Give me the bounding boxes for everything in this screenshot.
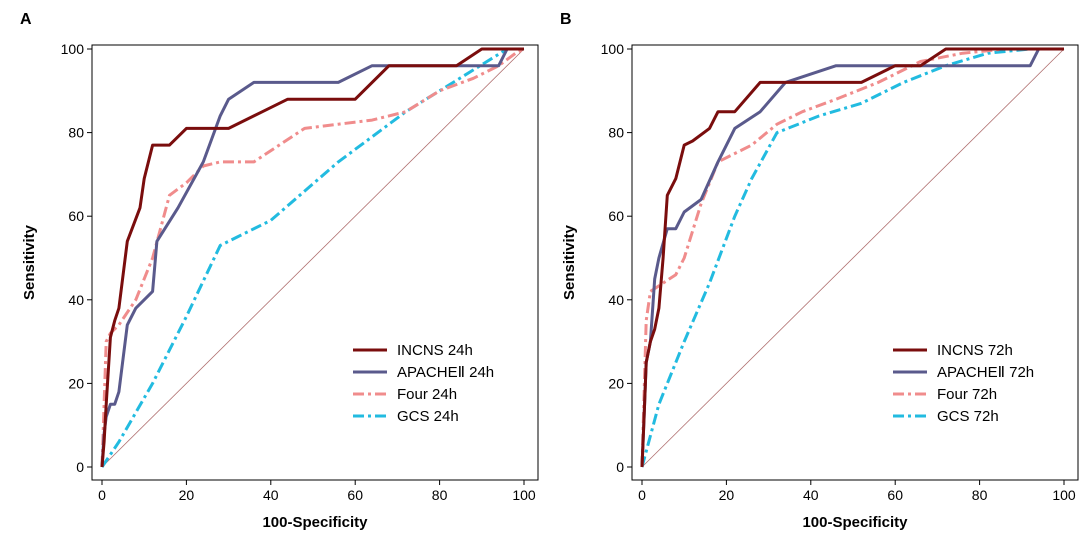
y-tick-label: 20 bbox=[68, 375, 84, 391]
x-tick-label: 40 bbox=[803, 487, 819, 503]
panel-label: A bbox=[20, 11, 32, 28]
chart-panel-a: A 0 20 40 60 80 100 0 20 40 60 80 100 100-Specificity… bbox=[20, 11, 539, 531]
reference-diagonal bbox=[641, 48, 1065, 468]
plot-frame bbox=[91, 44, 539, 481]
x-tick-label: 100 bbox=[1052, 487, 1076, 503]
x-axis-title: 100-Specificity bbox=[802, 514, 908, 531]
legend-label: INCNS 24h bbox=[397, 342, 473, 359]
y-tick-label: 100 bbox=[601, 41, 625, 57]
x-tick-label: 0 bbox=[98, 487, 106, 503]
y-tick-label: 40 bbox=[608, 292, 624, 308]
y-axis-title: Sensitivity bbox=[21, 224, 38, 300]
x-tick-label: 40 bbox=[263, 487, 279, 503]
legend-label: APACHEⅡ 24h bbox=[397, 364, 494, 381]
series-line-gcs-72h bbox=[640, 47, 1064, 468]
chart-panel-b: B 0 20 40 60 80 100 0 20 40 60 80 100 100-Specificity… bbox=[560, 11, 1079, 531]
x-tick-label: 20 bbox=[719, 487, 735, 503]
y-tick-label: 0 bbox=[76, 459, 84, 475]
legend-label: GCS 72h bbox=[937, 408, 999, 425]
x-tick-label: 80 bbox=[972, 487, 988, 503]
x-tick-label: 60 bbox=[347, 487, 363, 503]
y-tick-label: 60 bbox=[608, 208, 624, 224]
series-line-incns-72h bbox=[640, 47, 1064, 468]
series-line-incns-24h bbox=[100, 47, 524, 468]
x-tick-label: 20 bbox=[179, 487, 195, 503]
series-line-four-24h bbox=[100, 47, 525, 468]
y-axis-title: Sensitivity bbox=[561, 224, 578, 300]
y-tick-label: 100 bbox=[61, 41, 85, 57]
legend-label: Four 24h bbox=[397, 386, 457, 403]
legend-label: INCNS 72h bbox=[937, 342, 1013, 359]
y-tick-label: 0 bbox=[616, 459, 624, 475]
x-tick-label: 80 bbox=[432, 487, 448, 503]
x-tick-label: 0 bbox=[638, 487, 646, 503]
legend-label: APACHEⅡ 72h bbox=[937, 364, 1034, 381]
y-tick-label: 20 bbox=[608, 375, 624, 391]
plot-frame bbox=[631, 44, 1079, 481]
y-tick-label: 40 bbox=[68, 292, 84, 308]
legend-label: Four 72h bbox=[937, 386, 997, 403]
reference-diagonal bbox=[101, 48, 525, 468]
series-line-apache-72h bbox=[640, 47, 1064, 468]
panel-label: B bbox=[560, 11, 572, 28]
x-tick-label: 100 bbox=[512, 487, 536, 503]
y-tick-label: 60 bbox=[68, 208, 84, 224]
legend-label: GCS 24h bbox=[397, 408, 459, 425]
y-tick-label: 80 bbox=[608, 125, 624, 141]
y-tick-label: 80 bbox=[68, 125, 84, 141]
series-line-four-72h bbox=[640, 47, 1064, 468]
legend: INCNS 24h APACHEⅡ 24h Four 24h GCS 24h bbox=[353, 342, 494, 425]
series-line-gcs-24h bbox=[100, 47, 524, 468]
legend: INCNS 72h APACHEⅡ 72h Four 72h GCS 72h bbox=[893, 342, 1034, 425]
x-tick-label: 60 bbox=[887, 487, 903, 503]
x-axis-title: 100-Specificity bbox=[262, 514, 368, 531]
